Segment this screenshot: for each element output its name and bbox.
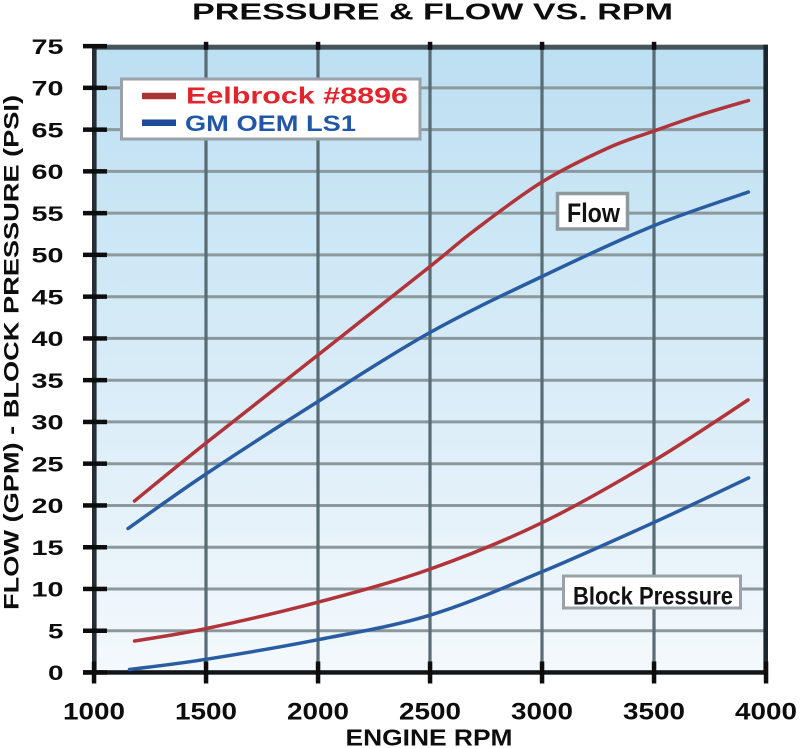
svg-text:GM OEM LS1: GM OEM LS1 bbox=[185, 111, 356, 136]
svg-text:25: 25 bbox=[32, 452, 64, 476]
svg-text:2500: 2500 bbox=[399, 699, 461, 726]
svg-text:35: 35 bbox=[32, 369, 64, 393]
svg-text:5: 5 bbox=[48, 620, 64, 644]
svg-text:0: 0 bbox=[48, 661, 64, 685]
svg-text:PRESSURE & FLOW VS. RPM: PRESSURE & FLOW VS. RPM bbox=[192, 0, 673, 25]
svg-text:15: 15 bbox=[32, 536, 64, 560]
svg-text:FLOW (GPM) - BLOCK PRESSURE (P: FLOW (GPM) - BLOCK PRESSURE (PSI) bbox=[0, 95, 24, 610]
svg-text:60: 60 bbox=[32, 160, 64, 184]
svg-text:1500: 1500 bbox=[175, 699, 237, 726]
svg-text:3500: 3500 bbox=[623, 699, 685, 726]
svg-text:10: 10 bbox=[32, 578, 64, 602]
svg-text:70: 70 bbox=[32, 77, 64, 101]
svg-text:30: 30 bbox=[32, 411, 64, 435]
svg-text:65: 65 bbox=[32, 118, 64, 142]
svg-text:Eelbrock #8896: Eelbrock #8896 bbox=[186, 83, 408, 109]
svg-text:20: 20 bbox=[32, 494, 64, 518]
svg-text:3000: 3000 bbox=[511, 699, 573, 726]
svg-text:2000: 2000 bbox=[287, 699, 349, 726]
svg-text:Block Pressure: Block Pressure bbox=[573, 583, 733, 611]
svg-text:Flow: Flow bbox=[567, 198, 621, 228]
svg-text:40: 40 bbox=[32, 327, 64, 351]
svg-text:ENGINE RPM: ENGINE RPM bbox=[346, 725, 513, 748]
svg-text:1000: 1000 bbox=[63, 699, 125, 726]
svg-text:4000: 4000 bbox=[735, 699, 797, 726]
svg-text:55: 55 bbox=[32, 202, 64, 226]
svg-text:50: 50 bbox=[32, 244, 64, 268]
svg-text:45: 45 bbox=[32, 285, 64, 309]
svg-text:75: 75 bbox=[32, 35, 64, 59]
